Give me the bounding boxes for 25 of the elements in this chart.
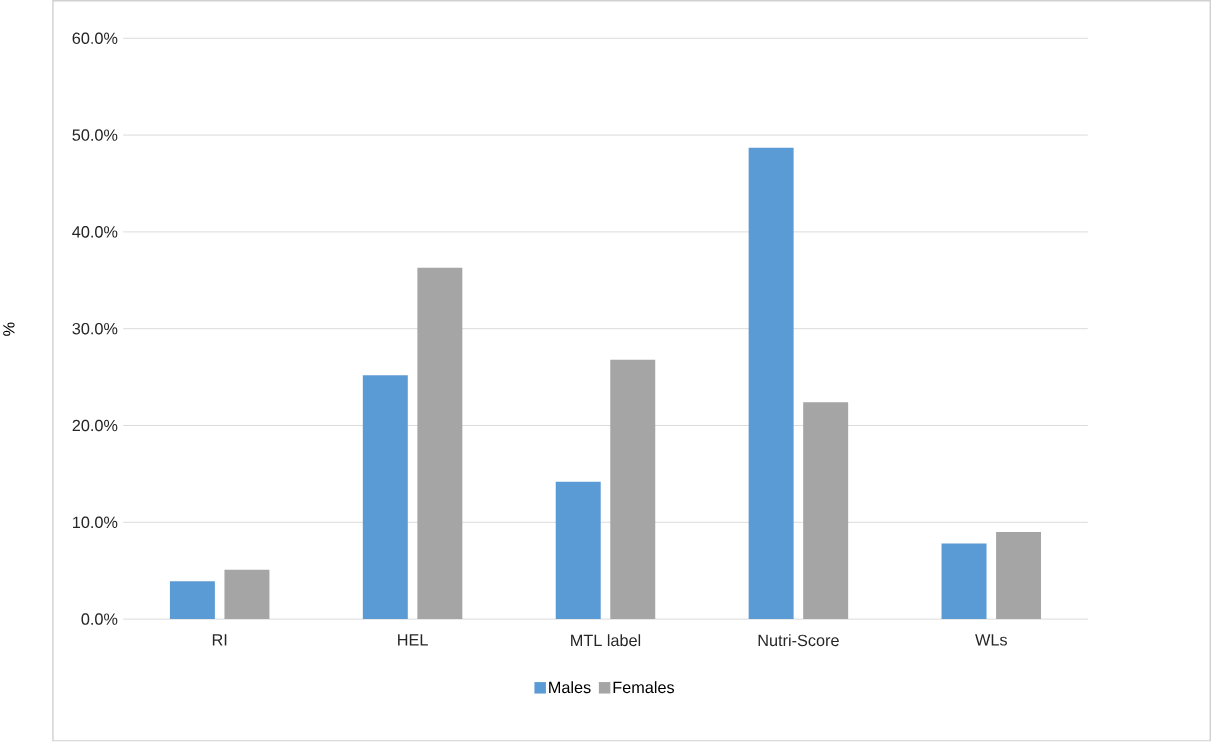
bar [417, 267, 463, 620]
bar [941, 543, 987, 620]
bar [362, 375, 408, 620]
x-tick-label: Nutri-Score [758, 634, 839, 647]
y-tick-label: 30.0% [72, 323, 118, 335]
y-tick-label: 20.0% [72, 419, 118, 432]
x-tick-label: WLs [975, 634, 1007, 646]
legend-label: Females [613, 681, 675, 694]
bar [169, 581, 215, 620]
bar [610, 359, 656, 620]
y-tick-label: 10.0% [73, 516, 118, 529]
bar [803, 402, 849, 620]
y-tick-label: 60.0% [72, 32, 118, 45]
bar [224, 569, 270, 620]
y-tick-label: 50.0% [72, 129, 118, 142]
y-tick-label: 0.0% [81, 613, 118, 626]
x-tick-label: RI [212, 634, 227, 646]
x-tick-label: HEL [398, 634, 428, 646]
x-tick-label: MTL label [571, 634, 641, 647]
y-tick-label: 40.0% [72, 226, 118, 238]
y-axis-title: % [3, 322, 15, 337]
bar [555, 481, 601, 620]
bar [996, 532, 1042, 620]
bar [748, 147, 794, 620]
legend-label: Males [549, 681, 591, 694]
